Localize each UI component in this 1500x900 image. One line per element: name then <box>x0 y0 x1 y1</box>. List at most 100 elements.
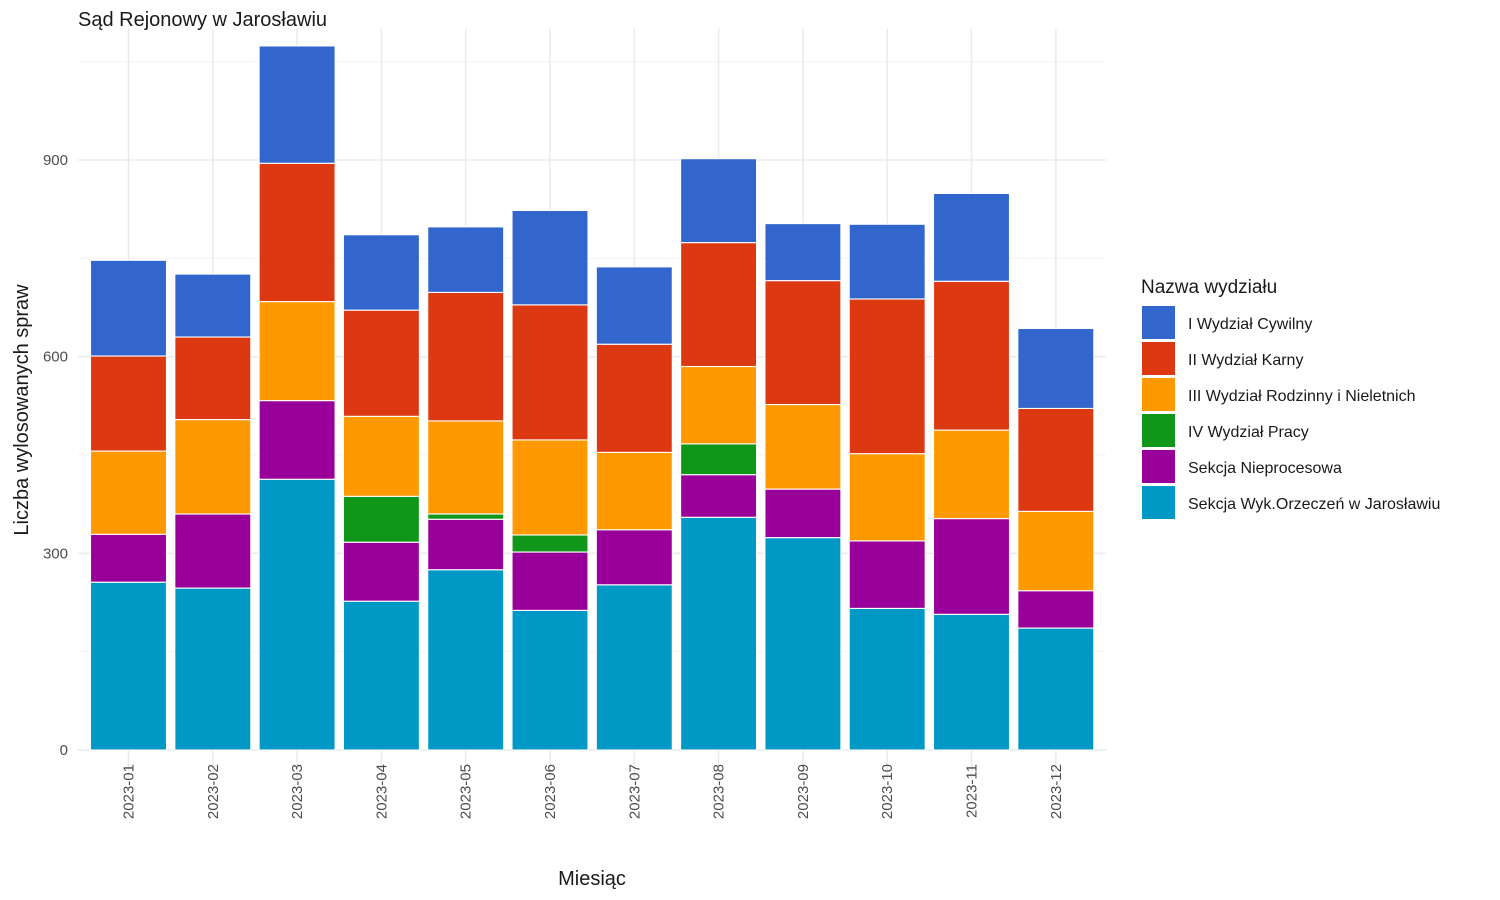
bar-segment <box>427 420 505 515</box>
x-tick-label: 2023-03 <box>289 764 306 819</box>
legend-swatch <box>1142 486 1175 519</box>
legend-label: Sekcja Nieprocesowa <box>1188 460 1342 477</box>
bar-segment <box>595 584 673 751</box>
bar-segment <box>595 343 673 453</box>
legend-swatch <box>1142 378 1175 411</box>
bar-segment <box>174 273 252 338</box>
bar-segment <box>342 541 420 602</box>
bar-segment <box>595 266 673 345</box>
chart-title: Sąd Rejonowy w Jarosławiu <box>78 9 327 31</box>
legend-label: I Wydział Cywilny <box>1188 316 1312 333</box>
legend-label: IV Wydział Pracy <box>1188 424 1309 441</box>
axis-layer: 0 300 600 900 2023-01 2023-02 2023-03 2023-04 20… <box>43 152 1065 819</box>
bar-segment <box>174 336 252 421</box>
bar-segment <box>89 355 168 452</box>
legend-swatch <box>1142 306 1175 339</box>
bar-segment <box>848 453 926 542</box>
bar-segment <box>932 192 1011 282</box>
bar-segment <box>427 291 505 422</box>
bar-segment <box>932 613 1011 751</box>
bar-segment <box>342 495 420 543</box>
bar-segment <box>764 488 842 539</box>
bar-segment <box>1017 510 1095 592</box>
bar-segment <box>1017 627 1095 751</box>
x-tick-label: 2023-09 <box>795 764 812 819</box>
bar-segment <box>848 540 926 609</box>
bar-segment <box>932 429 1011 520</box>
bar-segment <box>595 451 673 531</box>
bar-segment <box>848 223 926 300</box>
bar-segment <box>932 518 1011 615</box>
bar-segment <box>680 158 758 244</box>
bar-segment <box>680 242 758 368</box>
y-tick-label: 900 <box>43 152 68 169</box>
bar-segment <box>511 439 589 536</box>
bar-segment <box>342 309 420 417</box>
bar-segment <box>174 587 252 751</box>
legend-label: II Wydział Karny <box>1188 352 1303 369</box>
bar-segment <box>848 607 926 751</box>
x-tick-label: 2023-02 <box>205 764 222 819</box>
legend-label: Sekcja Wyk.Orzeczeń w Jarosławiu <box>1188 496 1440 513</box>
bar-segment <box>258 400 336 480</box>
bar-segment <box>764 403 842 490</box>
bar-segment <box>511 551 589 611</box>
bar-segment <box>680 443 758 476</box>
bar-segment <box>1017 407 1095 512</box>
legend-swatch <box>1142 450 1175 483</box>
y-axis-title: Liczba wylosowanych spraw <box>11 284 33 536</box>
legend: Nazwa wydziału I Wydział Cywilny II Wydzia… <box>1141 277 1440 519</box>
bar-segment <box>595 529 673 586</box>
x-tick-label: 2023-08 <box>711 764 728 819</box>
bar-segment <box>848 298 926 455</box>
bar-segment <box>89 533 168 583</box>
bar-segment <box>342 415 420 497</box>
bar-segment <box>258 162 336 303</box>
bar-segment <box>680 516 758 751</box>
bar-segment <box>680 474 758 518</box>
bar-segment <box>764 280 842 406</box>
legend-label: III Wydział Rodzinny i Nieletnich <box>1188 388 1416 405</box>
bar-segment <box>680 365 758 445</box>
legend-swatch <box>1142 342 1175 375</box>
bar-segment <box>932 280 1011 431</box>
legend-swatch <box>1142 414 1175 447</box>
legend-title: Nazwa wydziału <box>1141 277 1277 298</box>
bar-segment <box>764 223 842 282</box>
x-tick-label: 2023-04 <box>373 764 390 819</box>
bar-segment <box>1017 590 1095 629</box>
bar-segment <box>511 304 589 441</box>
x-tick-label: 2023-12 <box>1048 764 1065 819</box>
bar-segment <box>89 259 168 357</box>
bars-layer <box>89 45 1095 751</box>
x-axis-title: Miesiąc <box>558 868 626 890</box>
bar-segment <box>427 513 505 520</box>
x-tick-label: 2023-01 <box>121 764 138 819</box>
x-tick-label: 2023-10 <box>879 764 896 819</box>
y-tick-label: 0 <box>60 742 68 759</box>
bar-segment <box>511 209 589 306</box>
x-tick-label: 2023-05 <box>458 764 475 819</box>
bar-segment <box>427 518 505 571</box>
bar-segment <box>89 450 168 535</box>
bar-segment <box>342 234 420 311</box>
bar-segment <box>764 537 842 751</box>
bar-segment <box>89 581 168 751</box>
bar-segment <box>427 569 505 751</box>
bar-segment <box>174 419 252 515</box>
bar-segment <box>258 301 336 402</box>
y-tick-label: 300 <box>43 545 68 562</box>
bar-segment <box>258 45 336 164</box>
y-tick-label: 600 <box>43 349 68 366</box>
x-tick-label: 2023-11 <box>964 764 981 818</box>
x-tick-label: 2023-06 <box>542 764 559 819</box>
bar-segment <box>511 534 589 553</box>
bar-segment <box>511 609 589 751</box>
bar-segment <box>258 478 336 751</box>
bar-segment <box>174 513 252 589</box>
bar-segment <box>342 600 420 751</box>
bar-segment <box>1017 327 1095 410</box>
x-tick-label: 2023-07 <box>626 764 643 819</box>
